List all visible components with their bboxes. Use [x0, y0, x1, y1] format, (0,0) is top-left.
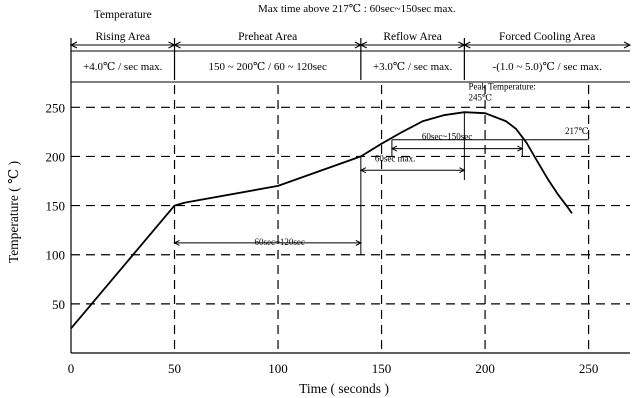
dimension-line-1-head-right — [459, 167, 466, 174]
zone-arrow-right-head — [623, 41, 632, 49]
dimension-line-0-head-left — [390, 145, 398, 152]
zone-rate-label: +3.0℃ / sec max. — [373, 61, 453, 73]
zone-label: Forced Cooling Area — [499, 31, 595, 43]
top-note-group: Max time above 217℃ : 60sec~150sec max. — [258, 3, 456, 15]
y-axis-title: Temperature ( ℃ ) — [6, 161, 21, 263]
temperature-profile-line — [70, 111, 573, 329]
guide-lines — [360, 112, 589, 255]
annotation-label: Peak Temperature: — [469, 82, 536, 92]
dimension-line-2-head-right — [355, 239, 362, 246]
dimension-line-2-head-left — [173, 239, 180, 246]
top-note: Max time above 217℃ : 60sec~150sec max. — [258, 3, 456, 15]
annotation-label: 60sec~120sec — [255, 237, 305, 247]
annotation-label: 60sec max. — [375, 153, 416, 163]
dimension-annotations: Peak Temperature:245℃ 217℃ 60sec~150sec 60s… — [173, 82, 589, 247]
y-tick-label: 50 — [52, 297, 65, 312]
tick-labels: 50 100 150 200 250 0 50 100 150 200 250 — [46, 100, 599, 376]
zone-rate-label: +4.0℃ / sec max. — [83, 61, 163, 73]
axis-titles: Time ( seconds ) Temperature ( ℃ ) — [6, 161, 389, 396]
zone-rate-label: 150 ~ 200℃ / 60 ~ 120sec — [209, 61, 327, 73]
zone-header: Temperature Rising Area +4.0℃ / sec max. Pr… — [69, 9, 632, 80]
x-tick-label: 250 — [579, 361, 599, 376]
zone-label-line2: Rising Area — [95, 31, 150, 43]
y-tick-label: 200 — [46, 149, 66, 164]
zone-label: Preheat Area — [238, 31, 297, 43]
grid-lines — [71, 85, 630, 353]
dimension-line-0-head-right — [517, 145, 524, 152]
y-tick-label: 150 — [46, 199, 66, 214]
zone-label-line1: Temperature — [94, 9, 152, 21]
dimension-line-1-head-left — [359, 167, 367, 174]
y-tick-label: 250 — [46, 100, 66, 115]
x-tick-label: 150 — [372, 361, 392, 376]
annotation-label: 217℃ — [565, 126, 589, 136]
plot-frame — [70, 38, 630, 354]
x-tick-label: 100 — [268, 361, 288, 376]
x-tick-label: 200 — [475, 361, 495, 376]
annotation-label: 60sec~150sec — [422, 132, 472, 142]
zone-label: Reflow Area — [383, 31, 441, 43]
x-tick-label: 50 — [168, 361, 181, 376]
curve-group — [70, 111, 573, 329]
x-axis-title: Time ( seconds ) — [299, 381, 389, 396]
x-tick-label: 0 — [68, 361, 75, 376]
zone-rate-label: -(1.0 ~ 5.0)℃ / sec max. — [493, 61, 603, 73]
y-tick-label: 100 — [46, 248, 66, 263]
annotation-label: 245℃ — [469, 92, 493, 102]
